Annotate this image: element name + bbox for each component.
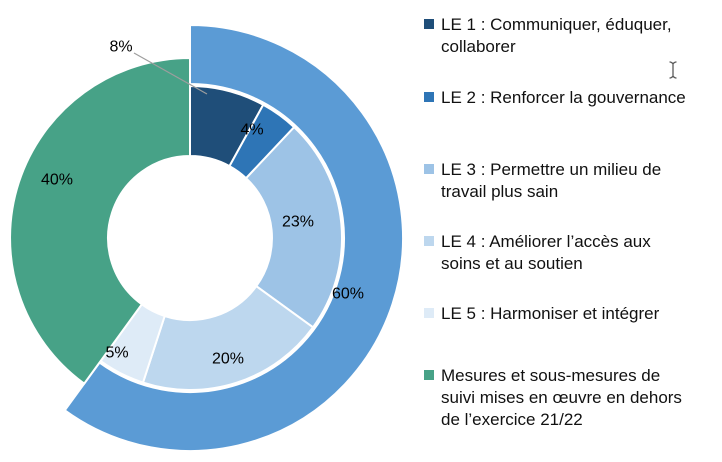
legend-item-label: LE 4 : Améliorer l’accès aux soins et au… bbox=[441, 232, 651, 273]
legend-swatch bbox=[424, 19, 434, 29]
data-label: 4% bbox=[240, 122, 263, 139]
donut-segment[interactable] bbox=[244, 125, 343, 329]
data-label: 5% bbox=[105, 345, 128, 362]
legend-item-le2: LE 2 : Renforcer la gouvernance bbox=[424, 87, 686, 109]
data-label: 8% bbox=[109, 39, 132, 56]
legend-item-le1: LE 1 : Communiquer, éduquer, collaborer bbox=[424, 14, 672, 58]
legend-item-label: LE 3 : Permettre un milieu de travail pl… bbox=[441, 160, 662, 201]
data-label: 40% bbox=[41, 172, 73, 189]
donut-segment[interactable] bbox=[9, 56, 191, 385]
chart-legend: LE 1 : Communiquer, éduquer, collaborer … bbox=[424, 0, 718, 462]
legend-item-le5: LE 5 : Harmoniser et intégrer bbox=[424, 303, 659, 325]
text-cursor-icon bbox=[666, 60, 680, 80]
legend-item-mesures: Mesures et sous-mesures de suivi mises e… bbox=[424, 365, 682, 431]
donut-chart-svg: 8% 4% 23% 20% 5% 40% 60% bbox=[9, 23, 405, 452]
legend-item-le3: LE 3 : Permettre un milieu de travail pl… bbox=[424, 159, 661, 203]
donut-segment[interactable] bbox=[141, 284, 315, 392]
legend-swatch bbox=[424, 236, 434, 246]
legend-swatch bbox=[424, 92, 434, 102]
legend-item-label: LE 1 : Communiquer, éduquer, collaborer bbox=[441, 15, 672, 56]
legend-swatch bbox=[424, 370, 434, 380]
legend-item-le4: LE 4 : Améliorer l’accès aux soins et au… bbox=[424, 231, 651, 275]
leader-line bbox=[133, 52, 208, 95]
legend-swatch bbox=[424, 308, 434, 318]
legend-item-label: Mesures et sous-mesures de suivi mises e… bbox=[441, 366, 682, 429]
data-label: 60% bbox=[332, 286, 364, 303]
data-label: 23% bbox=[282, 214, 314, 231]
legend-item-label: LE 2 : Renforcer la gouvernance bbox=[441, 88, 686, 107]
legend-item-label: LE 5 : Harmoniser et intégrer bbox=[441, 304, 660, 323]
data-label: 20% bbox=[212, 351, 244, 368]
donut-segment[interactable] bbox=[63, 23, 405, 452]
legend-swatch bbox=[424, 164, 434, 174]
